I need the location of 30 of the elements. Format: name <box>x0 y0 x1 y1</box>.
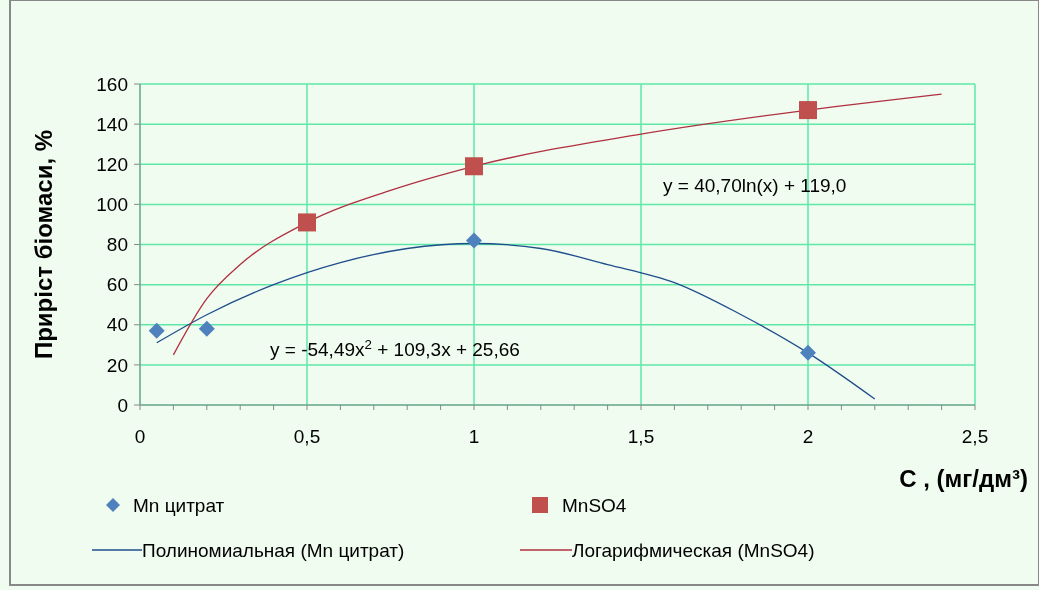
x-tick-label: 0,5 <box>293 426 321 447</box>
y-tick-label: 160 <box>96 73 128 95</box>
point <box>198 320 215 337</box>
x-axis-title: C , (мг/дм³) <box>899 465 1028 492</box>
legend-label: Mn цитрат <box>133 494 225 516</box>
legend-label: Логарифмическая (MnSO4) <box>572 539 815 561</box>
y-tick-label: 40 <box>106 314 128 336</box>
point <box>148 322 165 339</box>
x-tick-label: 1,5 <box>627 426 655 447</box>
y-tick-label: 20 <box>106 354 128 376</box>
legend-label: MnSO4 <box>562 494 627 516</box>
y-tick-label: 0 <box>117 394 128 416</box>
point <box>298 213 316 232</box>
point <box>465 157 483 176</box>
y-axis-title: Приріст біомаси, % <box>30 129 57 360</box>
y-tick-label: 100 <box>96 194 128 216</box>
y-tick-label: 80 <box>106 234 128 256</box>
y-tick-label: 60 <box>106 274 128 296</box>
annotation: y = 40,70ln(x) + 119,0 <box>663 175 847 196</box>
x-tick-label: 2 <box>802 426 814 447</box>
point <box>800 344 816 361</box>
x-tick-label: 0 <box>134 426 146 447</box>
y-tick-label: 140 <box>96 113 128 135</box>
annotation: y = -54,49x$^{2}$ + 109,3x + 25,66 <box>270 336 520 360</box>
point <box>799 101 817 120</box>
legend-label: Полиномиальная (Mn цитрат) <box>142 539 405 561</box>
y-tick-label: 120 <box>96 153 128 175</box>
x-tick-label: 1 <box>468 426 480 447</box>
point <box>466 232 482 249</box>
x-tick-label: 2,5 <box>961 426 989 447</box>
